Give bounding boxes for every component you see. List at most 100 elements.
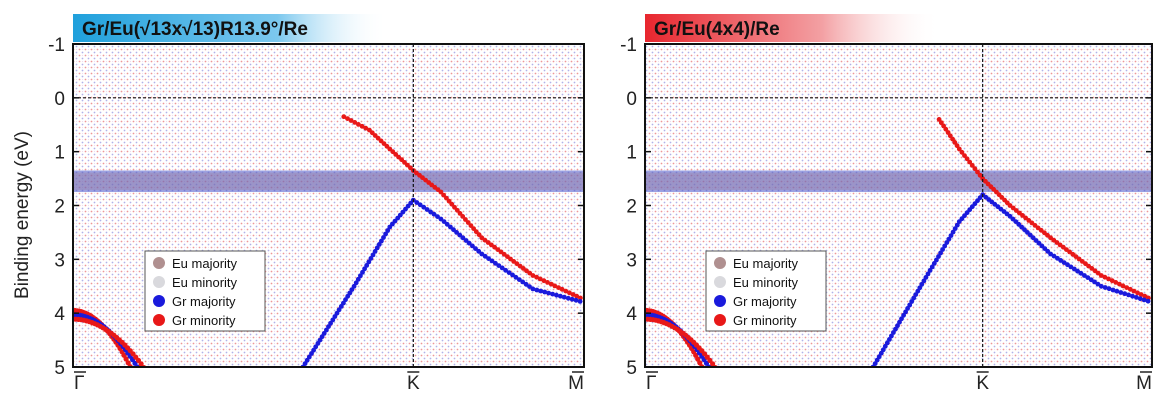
gr-majority-point (1137, 296, 1143, 302)
gr-majority-point (451, 227, 456, 233)
gr-minority-point (471, 226, 476, 232)
gr-minority-point (556, 285, 561, 290)
gr-majority-point (546, 290, 551, 296)
gr-minority-point (1138, 292, 1144, 297)
legend-marker-eu-minority (714, 276, 726, 288)
gr-majority-point (417, 202, 423, 208)
x-tick-label: K (976, 373, 989, 394)
gamma-band-point (144, 369, 149, 374)
gr-majority-point (952, 226, 958, 232)
gr-majority-point (1106, 286, 1112, 292)
gr-majority-point (561, 294, 567, 300)
gr-majority-point (370, 252, 376, 258)
gr-majority-point (336, 307, 342, 313)
gr-majority-point (374, 245, 380, 251)
gr-minority-point (1102, 274, 1108, 280)
x-tick-label: K (407, 373, 420, 394)
gr-minority-point (972, 166, 978, 172)
gr-majority-point (379, 238, 384, 244)
gr-majority-point (1065, 262, 1070, 268)
legend-right: Eu majority Eu minority Gr majority Gr m… (705, 250, 827, 332)
gr-majority-point (343, 297, 348, 303)
gr-majority-point (368, 256, 374, 261)
gr-majority-point (925, 271, 931, 277)
gr-majority-point (438, 216, 444, 222)
gr-majority-point (950, 229, 956, 235)
gr-majority-point (917, 285, 923, 291)
y-tick-label: 3 (54, 250, 65, 271)
y-tick-label: 2 (54, 197, 65, 218)
gr-majority-point (520, 279, 526, 285)
gr-minority-point (975, 169, 980, 175)
panel-title-right: Gr/Eu(4x4)/Re (654, 19, 780, 40)
gamma-band-point (142, 377, 147, 382)
gr-minority-point (552, 283, 558, 289)
gr-majority-point (948, 233, 954, 239)
gr-majority-point (479, 251, 485, 257)
eu-band (73, 170, 584, 193)
gr-majority-point (884, 340, 890, 346)
gr-minority-point (1117, 281, 1122, 287)
gr-majority-point (383, 231, 388, 237)
gr-majority-point (1122, 291, 1128, 297)
title-banner-left (73, 14, 388, 42)
gr-majority-point (1114, 288, 1120, 294)
gr-majority-point (306, 354, 312, 360)
gr-majority-point (895, 323, 900, 329)
gr-majority-point (899, 316, 904, 322)
data-marks-right (645, 117, 1152, 378)
gamma-band-point (703, 373, 708, 378)
gr-minority-point (454, 207, 460, 213)
y-tick-label: 4 (626, 304, 637, 325)
gr-majority-point (1092, 279, 1097, 285)
gr-majority-point (1134, 295, 1139, 300)
gr-majority-point (938, 250, 943, 256)
y-tick-label: 2 (626, 197, 637, 218)
legend-left: Eu majority Eu minority Gr majority Gr m… (144, 250, 266, 332)
gr-minority-point (441, 192, 446, 198)
gr-majority-point (923, 275, 929, 280)
gr-majority-point (903, 309, 908, 315)
gr-majority-point (482, 253, 488, 259)
panel-title-left: Gr/Eu(√13x√13)R13.9°/Re (82, 19, 308, 40)
gr-majority-point (466, 240, 472, 246)
gr-majority-point (534, 287, 540, 293)
y-tick-label: 1 (54, 143, 65, 164)
gr-minority-point (956, 146, 962, 152)
gr-majority-point (550, 291, 555, 297)
gr-majority-point (530, 286, 536, 292)
gr-majority-point (431, 211, 437, 217)
gr-majority-point (463, 238, 469, 243)
gr-majority-point (1078, 270, 1084, 276)
gr-majority-point (889, 333, 894, 339)
gr-majority-point (538, 288, 544, 294)
gr-minority-point (574, 293, 580, 299)
gr-majority-point (911, 295, 917, 301)
y-tick-label: 0 (626, 89, 637, 110)
gr-majority-point (499, 265, 505, 271)
gr-majority-point (476, 248, 482, 254)
gr-majority-point (934, 257, 939, 263)
gr-minority-point (534, 274, 539, 280)
gr-majority-point (1110, 287, 1116, 293)
gr-minority-point (452, 204, 457, 210)
gr-minority-point (967, 159, 973, 165)
gr-majority-point (523, 281, 529, 287)
gamma-band-point (697, 360, 703, 366)
gr-majority-point (496, 263, 502, 268)
gamma-band-point (701, 368, 706, 373)
gr-majority-point (876, 354, 882, 360)
gr-majority-point (424, 207, 430, 212)
gr-majority-point (506, 270, 512, 275)
gr-majority-point (907, 302, 913, 308)
gamma-band-point (695, 356, 701, 362)
eu-band-overlay (645, 172, 1152, 191)
title-banner-right (645, 14, 940, 42)
gr-majority-point (470, 243, 475, 249)
gr-minority-point (1109, 278, 1115, 284)
gamma-band-point (703, 360, 710, 366)
gr-majority-point (1141, 297, 1147, 303)
legend-label-eu-majority: Eu majority (172, 256, 238, 271)
gr-majority-point (444, 221, 450, 227)
